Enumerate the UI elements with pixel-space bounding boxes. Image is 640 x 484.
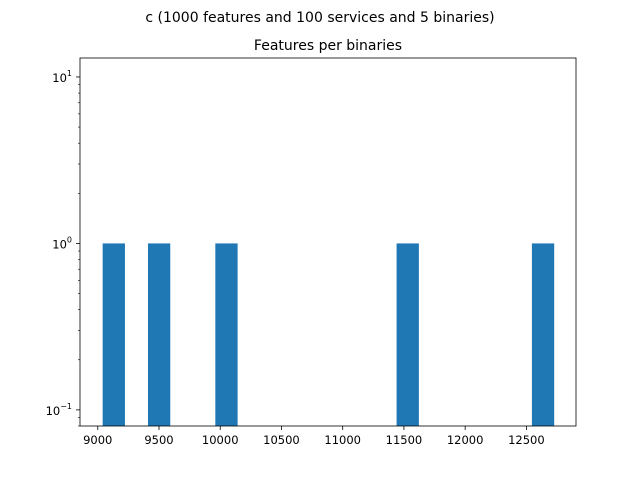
x-tick-label: 10500 — [263, 433, 300, 447]
histogram-bar-2 — [147, 243, 171, 426]
histogram-bar-4 — [396, 243, 419, 426]
chart-title: Features per binaries — [254, 38, 402, 54]
histogram-bar-1 — [102, 243, 125, 426]
x-tick-label: 10000 — [202, 433, 239, 447]
y-tick-label: 100 — [52, 235, 72, 251]
y-tick-label: 10−1 — [46, 402, 72, 418]
histogram-bar-5 — [531, 243, 555, 426]
x-tick-label: 9000 — [83, 433, 112, 447]
x-tick-label: 9500 — [144, 433, 173, 447]
x-axis-ticks: 9000 9500 10000 10500 11000 11500 12000 12500 — [83, 426, 545, 447]
figure-suptitle: c (1000 features and 100 services and 5 … — [145, 10, 494, 26]
y-axis-ticks: 10−1 100 101 — [46, 69, 80, 427]
axes-frame — [79, 57, 577, 427]
x-tick-label: 12000 — [447, 433, 484, 447]
x-tick-label: 12500 — [508, 433, 545, 447]
x-tick-label: 11500 — [386, 433, 423, 447]
histogram-bar-3 — [215, 243, 238, 426]
y-tick-label: 101 — [52, 69, 72, 85]
bars-group — [102, 243, 555, 426]
x-tick-label: 11000 — [324, 433, 361, 447]
